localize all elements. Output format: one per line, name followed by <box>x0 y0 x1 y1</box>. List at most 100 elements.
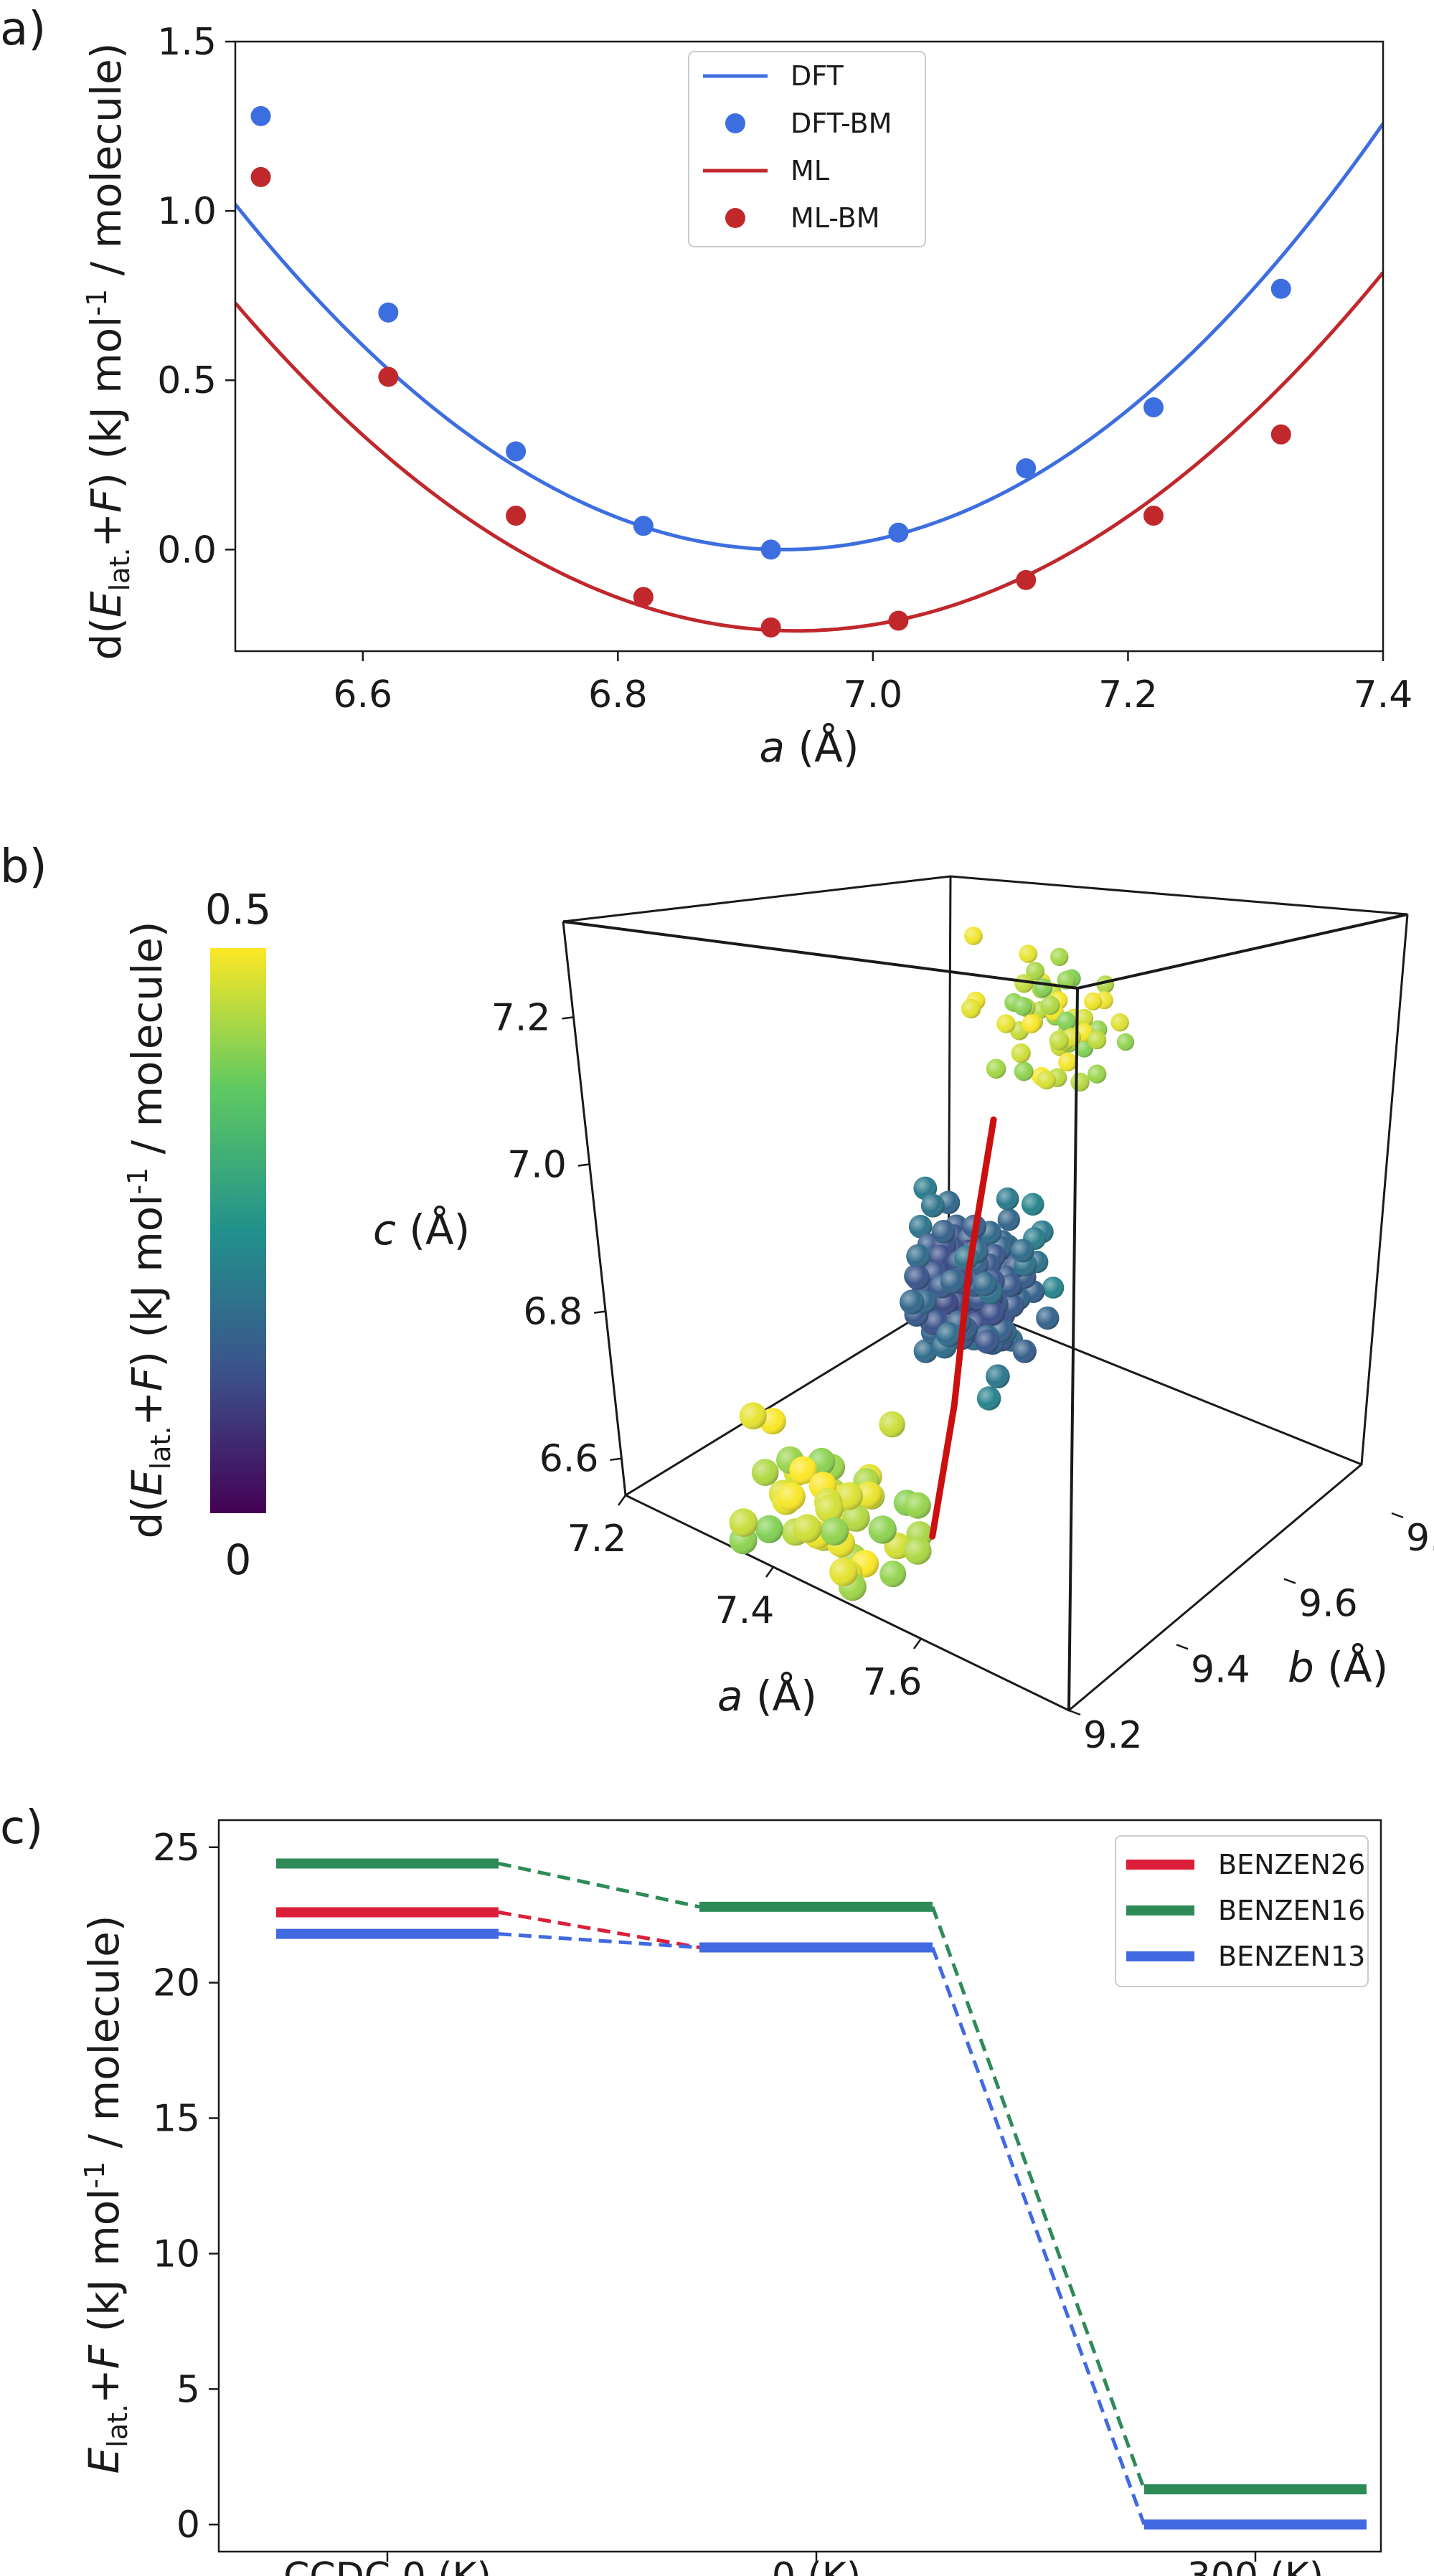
scatter-ball-shade-244 <box>936 1322 961 1348</box>
scatter-ball-shade-58 <box>997 1208 1021 1231</box>
scatter-ball-shade-231 <box>973 1272 998 1297</box>
chart-c-frame <box>217 1819 1382 2553</box>
legend-label-ml: ML <box>791 155 829 186</box>
point-ml-bm-5 <box>888 610 909 631</box>
scatter-ball-shade-276 <box>755 1515 783 1543</box>
scatter-ball-shade-27 <box>1075 1008 1094 1028</box>
chart-b-ztick-label-2: 7.0 <box>507 1143 567 1186</box>
point-dft-bm-8 <box>1270 278 1291 299</box>
chart-b-ytick-label-2: 9.6 <box>1298 1583 1358 1626</box>
scatter-ball-shade-258 <box>751 1459 779 1486</box>
scatter-ball-shade-50 <box>1014 1061 1034 1081</box>
chart-b-xtick-label-0: 7.2 <box>567 1517 627 1561</box>
scatter-ball-shade-285 <box>829 1558 858 1586</box>
scatter-ball-shade-41 <box>1013 996 1032 1016</box>
scatter-ball-shade-219 <box>976 1386 1001 1411</box>
chart-b-ytick-label-3: 9.8 <box>1406 1517 1434 1560</box>
chart-b-ylabel: b (Å) <box>1288 1642 1388 1692</box>
scatter-ball-shade-155 <box>1012 1339 1037 1363</box>
chart-c-ytick-label-3: 15 <box>153 2098 200 2141</box>
scatter-ball-shade-229 <box>906 1244 930 1269</box>
legend-label-ml-bm: ML-BM <box>791 202 880 234</box>
chart-c-ytick-label-1: 5 <box>176 2368 200 2411</box>
scatter-ball-shade-0 <box>1116 1033 1135 1051</box>
chart-a-xlabel: a (Å) <box>760 722 859 772</box>
legend-label-benzen26: BENZEN26 <box>1218 1849 1365 1880</box>
point-dft-bm-7 <box>1143 397 1164 417</box>
scatter-ball-shade-215 <box>913 1339 938 1363</box>
chart-b-ztick-mark-2 <box>577 1163 590 1167</box>
chart-a-legend: DFT DFT-BM ML ML-BM <box>688 51 926 247</box>
scatter-ball-shade-11 <box>1050 947 1069 967</box>
scatter-ball-shade-105 <box>1036 1306 1060 1330</box>
chart-c: CCDC 0 (K) 0 (K) 300 (K) 0 5 10 15 20 25 Elat.+… <box>79 1819 1382 2576</box>
series-dft-curve <box>235 122 1383 551</box>
chart-a-xtick-label-4: 7.4 <box>1354 673 1413 716</box>
chart-c-xtick-label-1: 0 (K) <box>772 2555 861 2576</box>
point-ml-bm-1 <box>378 366 399 387</box>
chart-b-ztick-label-3: 7.2 <box>491 996 551 1039</box>
chart-b-ztick-mark-3 <box>562 1016 574 1020</box>
cube-front-edges <box>562 913 1408 1711</box>
chart-b-xtick-mark-1 <box>765 1566 775 1578</box>
connector-benzen26-0 <box>498 1910 700 1950</box>
scatter-ball-shade-289 <box>793 1514 822 1543</box>
chart-c-ytick-label-0: 0 <box>176 2504 200 2547</box>
scatter-ball-shade-53 <box>961 998 981 1019</box>
chart-b-xtick-mark-2 <box>912 1638 923 1649</box>
scatter-ball-shade-15 <box>1019 944 1038 963</box>
scatter-ball-shade-268 <box>842 1504 870 1532</box>
scatter-ball-shade-127 <box>908 1215 933 1239</box>
point-dft-bm-6 <box>1016 458 1037 478</box>
scatter-ball-shade-214 <box>986 1364 1010 1388</box>
scatter-ball-shade-283 <box>815 1495 844 1523</box>
point-ml-bm-7 <box>1143 506 1164 526</box>
chart-a-ylabel: d(Elat.+F) (kJ mol-1 / molecule) <box>81 42 136 660</box>
scatter-ball-shade-52 <box>1049 1031 1069 1051</box>
scatter-ball-shade-212 <box>981 1301 1005 1326</box>
legend-marker-ml-bm <box>725 208 745 228</box>
chart-b-xtick-label-2: 7.6 <box>863 1661 923 1704</box>
point-dft-bm-3 <box>633 516 654 536</box>
chart-b-ztick-label-0: 6.6 <box>539 1438 599 1481</box>
scatter-ball-shade-178 <box>931 1220 956 1244</box>
scatter-ball-shade-225 <box>975 1329 1000 1354</box>
scatter-ball-shade-18 <box>1110 1013 1129 1032</box>
scatter-ball-shade-66 <box>996 1187 1019 1211</box>
scatter-ball-shade-55 <box>1042 1277 1065 1299</box>
scatter-ball-shade-38 <box>1070 1072 1090 1092</box>
chart-a-frame <box>234 40 1385 653</box>
scatter-ball-shade-273 <box>789 1456 818 1484</box>
chart-c-ytick-label-5: 25 <box>153 1827 200 1870</box>
scatter-ball-shade-286 <box>820 1517 849 1546</box>
panel-c-label: c) <box>0 1801 43 1855</box>
scatter-ball-shade-45 <box>1022 1014 1042 1033</box>
scatter-ball-shade-260 <box>739 1402 767 1430</box>
chart-b-ztick-mark-0 <box>610 1457 622 1461</box>
scatter-ball-shade-24 <box>1026 962 1044 980</box>
point-dft-bm-5 <box>888 522 909 543</box>
chart-c-legend: BENZEN26 BENZEN16 BENZEN13 <box>1115 1835 1369 1987</box>
scatter-ball-shade-42 <box>1088 1064 1107 1084</box>
chart-a: 6.6 6.8 7.0 7.2 7.4 0.0 0.5 1.0 1.5 a (Å) d(Ela… <box>81 21 1412 772</box>
panel-a-label: a) <box>0 3 46 56</box>
legend-label-benzen13: BENZEN13 <box>1218 1941 1365 1972</box>
chart-b-ytick-mark-1 <box>1176 1644 1189 1650</box>
scatter-ball-shade-287 <box>729 1508 758 1538</box>
scatter-ball-shade-130 <box>1010 1239 1034 1263</box>
chart-c-ylabel: Elat.+F (kJ mol-1 / molecule) <box>79 1916 133 2474</box>
scatter-ball-shade-26 <box>1034 978 1053 998</box>
colorbar-max-label: 0.5 <box>205 885 271 934</box>
point-ml-bm-3 <box>633 587 654 607</box>
colorbar <box>210 948 266 1513</box>
scatter-ball-shade-54 <box>986 1059 1006 1079</box>
point-dft-bm-4 <box>760 539 781 560</box>
scatter-ball-shade-61 <box>1021 1193 1044 1216</box>
point-ml-bm-6 <box>1016 569 1037 590</box>
chart-a-xtick-label-1: 6.8 <box>588 673 648 716</box>
panel-b-label: b) <box>0 840 47 894</box>
chart-b-ytick-label-1: 9.4 <box>1191 1648 1250 1691</box>
chart-a-ytick-label-2: 1.0 <box>157 190 217 233</box>
point-ml-bm-0 <box>250 166 271 187</box>
